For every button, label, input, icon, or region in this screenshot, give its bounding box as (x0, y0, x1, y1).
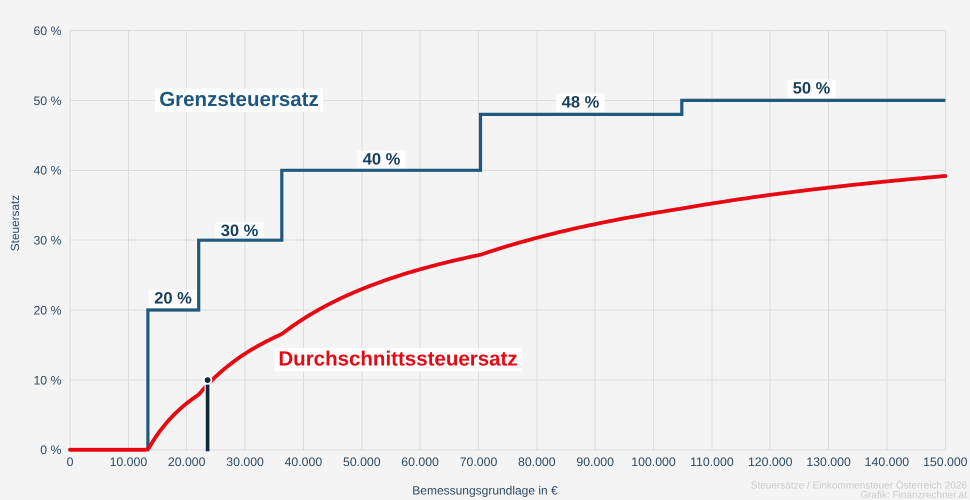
svg-text:40 %: 40 % (33, 164, 61, 178)
svg-text:Grafik: Finanzrechner.at: Grafik: Finanzrechner.at (860, 490, 967, 500)
svg-text:10 %: 10 % (33, 373, 61, 387)
svg-text:Durchschnittssteuersatz: Durchschnittssteuersatz (278, 348, 517, 371)
svg-text:130.000: 130.000 (806, 455, 851, 469)
svg-text:48 %: 48 % (562, 94, 600, 112)
svg-text:30.000: 30.000 (226, 455, 264, 469)
svg-text:Bemessungsgrundlage in €: Bemessungsgrundlage in € (412, 483, 558, 497)
svg-text:140.000: 140.000 (865, 455, 910, 469)
svg-text:150.000: 150.000 (923, 455, 968, 469)
svg-text:20.000: 20.000 (168, 455, 206, 469)
svg-text:Steuersatz: Steuersatz (8, 195, 22, 251)
svg-text:10.000: 10.000 (110, 455, 148, 469)
svg-text:0: 0 (67, 455, 74, 469)
svg-text:40 %: 40 % (363, 151, 401, 169)
svg-text:Grenzsteuersatz: Grenzsteuersatz (159, 88, 319, 111)
svg-text:110.000: 110.000 (690, 455, 734, 469)
svg-text:20 %: 20 % (154, 290, 192, 308)
svg-text:120.000: 120.000 (748, 455, 793, 469)
svg-text:50 %: 50 % (33, 94, 61, 108)
svg-text:50 %: 50 % (793, 80, 831, 98)
svg-text:30 %: 30 % (221, 222, 259, 240)
svg-text:20 %: 20 % (33, 303, 61, 317)
svg-text:Steuersätze / Einkommensteuer: Steuersätze / Einkommensteuer Österreich… (751, 480, 968, 492)
svg-text:100.000: 100.000 (631, 455, 676, 469)
svg-text:60.000: 60.000 (401, 455, 439, 469)
svg-text:0 %: 0 % (40, 443, 61, 457)
svg-text:80.000: 80.000 (518, 455, 556, 469)
svg-text:70.000: 70.000 (460, 455, 498, 469)
svg-text:40.000: 40.000 (285, 455, 323, 469)
svg-text:60 %: 60 % (33, 24, 61, 38)
svg-text:90.000: 90.000 (576, 455, 614, 469)
svg-text:50.000: 50.000 (343, 455, 381, 469)
svg-text:30 %: 30 % (33, 234, 61, 248)
